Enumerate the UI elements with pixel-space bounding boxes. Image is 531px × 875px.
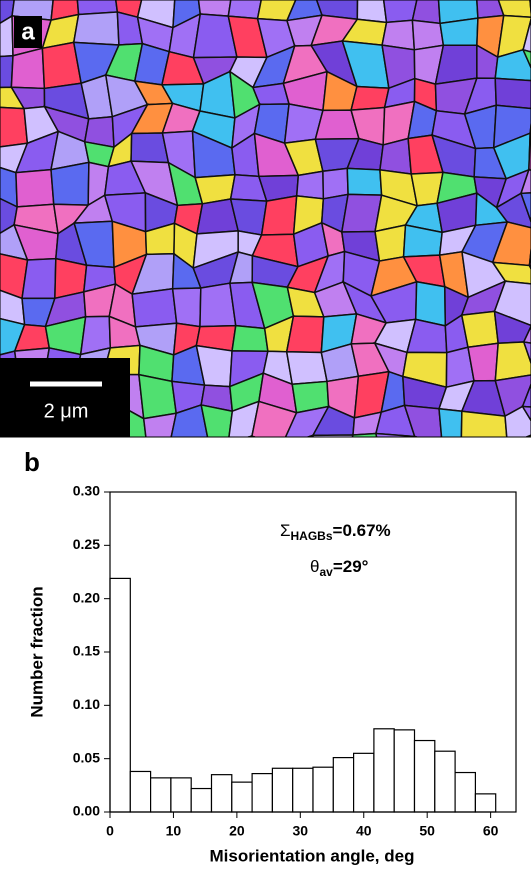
grain <box>375 225 405 261</box>
annotation: ΣHAGBs=0.67% <box>280 521 391 543</box>
bar <box>333 758 353 812</box>
grain <box>144 446 169 468</box>
grain <box>351 87 389 111</box>
bar <box>475 794 495 812</box>
grain <box>412 0 440 23</box>
grain <box>495 78 531 108</box>
grain <box>22 259 56 299</box>
x-tick-label: 30 <box>293 823 309 839</box>
grain <box>376 434 415 479</box>
grain <box>287 316 324 352</box>
x-tick-label: 60 <box>483 823 499 839</box>
grain <box>166 443 208 473</box>
bar <box>293 768 313 812</box>
grain <box>405 405 443 444</box>
bar <box>354 753 374 812</box>
grain <box>0 107 27 147</box>
annotation-part: Σ <box>280 521 291 540</box>
bar <box>130 771 150 812</box>
bar <box>151 778 171 812</box>
y-axis-title: Number fraction <box>27 586 46 717</box>
grain <box>232 326 268 352</box>
bar <box>252 774 272 812</box>
grain <box>344 434 384 469</box>
bar <box>435 751 455 812</box>
x-tick-label: 50 <box>419 823 435 839</box>
grain <box>80 441 109 472</box>
annotation: θav=29° <box>310 557 369 579</box>
grain <box>468 343 498 381</box>
grain <box>416 282 446 326</box>
grain <box>380 138 411 173</box>
grain <box>323 168 348 198</box>
grain <box>461 411 507 446</box>
x-tick-label: 10 <box>166 823 182 839</box>
grain <box>144 413 177 448</box>
annotation-part: =0.67% <box>333 521 391 540</box>
scale-label: 2 μm <box>44 400 89 422</box>
y-tick-label: 0.20 <box>73 589 100 605</box>
grain <box>262 196 297 235</box>
grain <box>0 16 13 57</box>
x-tick-label: 20 <box>229 823 245 839</box>
bar <box>191 789 211 812</box>
y-tick-label: 0.10 <box>73 696 100 712</box>
bar <box>232 782 252 812</box>
grain <box>173 288 201 327</box>
x-tick-label: 40 <box>356 823 372 839</box>
grain <box>49 441 85 474</box>
scale-box <box>0 358 130 437</box>
grain <box>494 432 531 467</box>
grain <box>139 375 176 419</box>
grain <box>439 445 473 471</box>
grain <box>440 18 478 45</box>
grain <box>228 436 267 479</box>
grain <box>51 162 89 205</box>
grain <box>205 442 233 473</box>
bar <box>415 741 435 812</box>
annotation-part: HAGBs <box>291 529 333 543</box>
grain <box>11 48 44 88</box>
grain <box>409 437 442 479</box>
y-tick-label: 0.05 <box>73 749 100 765</box>
x-tick-label: 0 <box>106 823 114 839</box>
y-tick-label: 0.00 <box>73 803 100 819</box>
bar <box>110 578 130 812</box>
grain <box>461 445 507 464</box>
annotation-part: av <box>319 565 333 579</box>
plot: 0.00 0.05 0.10 0.15 0.20 0.25 0.30 0 10 20 30 40 50 6… <box>73 483 516 839</box>
grain <box>74 12 119 45</box>
grain <box>287 352 327 384</box>
y-tick-label: 0.25 <box>73 536 100 552</box>
figure: a 2 μm b Misorientation angle, deg Numbe… <box>0 0 531 875</box>
bar <box>455 773 475 812</box>
grain <box>0 436 16 470</box>
y-tick-label: 0.30 <box>73 483 100 499</box>
bar <box>171 778 191 812</box>
grain <box>252 436 292 479</box>
grain <box>313 435 353 477</box>
grain <box>439 409 462 446</box>
panel-label: b <box>24 447 40 477</box>
grain <box>462 311 498 347</box>
bar <box>313 767 333 812</box>
grain <box>16 170 54 207</box>
bar <box>374 729 394 812</box>
grain <box>103 442 147 472</box>
bar <box>212 775 232 812</box>
grain <box>297 171 324 199</box>
y-tick-label: 0.15 <box>73 643 100 659</box>
grain <box>132 289 176 327</box>
bar <box>394 730 414 812</box>
annotation-part: θ <box>310 557 319 576</box>
bar <box>272 768 292 812</box>
grain <box>435 45 476 84</box>
annotation-part: =29° <box>333 557 369 576</box>
grain <box>347 168 381 195</box>
panel-label: a <box>21 18 35 45</box>
x-axis-title: Misorientation angle, deg <box>210 846 415 865</box>
grain <box>282 435 314 477</box>
